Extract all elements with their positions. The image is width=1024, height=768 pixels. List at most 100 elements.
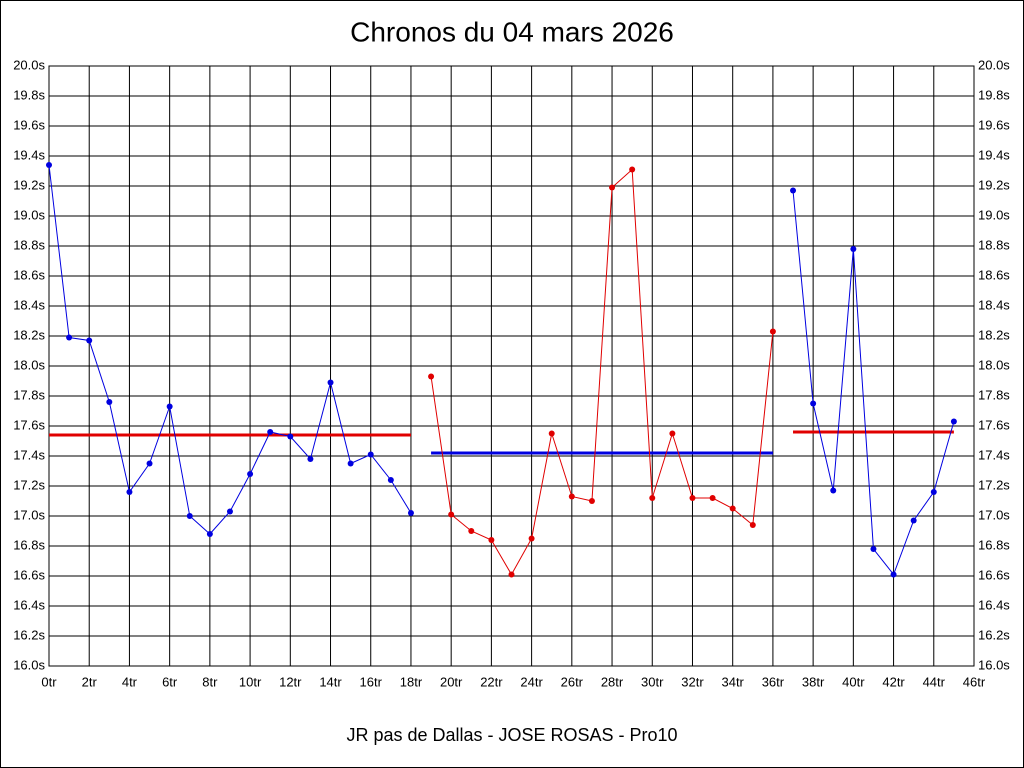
point (850, 246, 857, 252)
series-line (430, 168, 774, 576)
y2-tick-label: 16.0s (978, 657, 1010, 672)
point (729, 505, 736, 512)
point (689, 495, 696, 501)
point (186, 513, 193, 519)
point (307, 456, 314, 462)
point (327, 379, 334, 386)
y-tick-label: 16.6s (13, 567, 45, 582)
point (226, 508, 233, 515)
y-tick-label: 18.6s (13, 267, 45, 282)
point (367, 451, 374, 458)
y-tick-label: 19.8s (13, 87, 45, 102)
y2-tick-label: 17.4s (978, 447, 1010, 462)
point (166, 403, 173, 410)
x-tick-label: 2tr (82, 674, 98, 689)
x-tick-label: 28tr (601, 674, 624, 689)
point (46, 162, 52, 168)
point (407, 510, 414, 516)
y2-tick-label: 19.6s (978, 117, 1010, 132)
x-tick-label: 12tr (279, 674, 302, 689)
y2-tick-label: 16.4s (978, 597, 1010, 612)
x-tick-label: 6tr (162, 674, 178, 689)
point (106, 399, 113, 405)
y-tick-label: 17.2s (13, 477, 45, 492)
point (548, 430, 555, 437)
point (890, 571, 897, 578)
x-tick-label: 42tr (882, 674, 905, 689)
y2-tick-label: 17.0s (978, 507, 1010, 522)
y-tick-label: 18.2s (13, 327, 45, 342)
y2-tick-label: 18.4s (978, 297, 1010, 312)
y-tick-label: 20.0s (13, 57, 45, 72)
x-tick-label: 4tr (122, 674, 138, 689)
y2-tick-label: 20.0s (978, 57, 1010, 72)
y-tick-label: 16.4s (13, 597, 45, 612)
y-tick-label: 17.0s (13, 507, 45, 522)
x-tick-label: 20tr (440, 674, 463, 689)
y2-tick-label: 16.6s (978, 567, 1010, 582)
point (66, 334, 73, 341)
y2-tick-label: 18.0s (978, 357, 1010, 372)
x-tick-label: 46tr (963, 674, 986, 689)
y2-tick-label: 17.6s (978, 417, 1010, 432)
y2-tick-label: 19.8s (978, 87, 1010, 102)
point (146, 460, 153, 467)
point (508, 571, 515, 578)
point (126, 489, 133, 495)
chart-title: Chronos du 04 mars 2026 (350, 16, 674, 47)
point (709, 495, 716, 501)
point (870, 546, 877, 552)
point (749, 522, 756, 528)
point (568, 493, 575, 500)
y-tick-label: 19.2s (13, 177, 45, 192)
y2-tick-label: 19.0s (978, 207, 1010, 222)
x-tick-label: 36tr (762, 674, 785, 689)
point (468, 528, 475, 534)
x-tick-label: 10tr (239, 674, 262, 689)
point (528, 535, 535, 542)
y2-tick-label: 17.2s (978, 477, 1010, 492)
y2-tick-label: 16.2s (978, 627, 1010, 642)
y-tick-label: 18.0s (13, 357, 45, 372)
x-tick-label: 8tr (202, 674, 218, 689)
y2-tick-label: 18.8s (978, 237, 1010, 252)
y-tick-label: 18.4s (13, 297, 45, 312)
point (347, 460, 354, 467)
point (206, 531, 213, 537)
point (629, 166, 636, 173)
x-tick-label: 32tr (681, 674, 704, 689)
y2-tick-label: 16.8s (978, 537, 1010, 552)
y2-tick-label: 18.6s (978, 267, 1010, 282)
point (86, 337, 93, 344)
x-tick-label: 40tr (842, 674, 865, 689)
x-tick-label: 38tr (802, 674, 825, 689)
y-tick-label: 17.8s (13, 387, 45, 402)
y2-tick-label: 18.2s (978, 327, 1010, 342)
y-tick-label: 16.2s (13, 627, 45, 642)
point (588, 498, 595, 504)
x-tick-label: 0tr (41, 674, 57, 689)
y2-tick-label: 19.2s (978, 177, 1010, 192)
point (669, 430, 676, 437)
point (649, 495, 656, 501)
x-tick-label: 34tr (721, 674, 744, 689)
point (448, 511, 455, 518)
point (267, 429, 274, 435)
y-tick-label: 19.6s (13, 117, 45, 132)
point (769, 328, 776, 335)
x-tick-label: 22tr (480, 674, 503, 689)
x-tick-label: 26tr (561, 674, 584, 689)
plot-border (48, 65, 975, 667)
y-tick-label: 17.4s (13, 447, 45, 462)
x-tick-label: 24tr (520, 674, 543, 689)
y2-tick-label: 19.4s (978, 147, 1010, 162)
y-tick-label: 18.8s (13, 237, 45, 252)
x-tick-label: 44tr (923, 674, 946, 689)
point (790, 187, 797, 194)
point (830, 487, 837, 494)
y-tick-label: 19.4s (13, 147, 45, 162)
x-tick-label: 16tr (360, 674, 383, 689)
point (810, 400, 817, 407)
point (428, 373, 435, 380)
